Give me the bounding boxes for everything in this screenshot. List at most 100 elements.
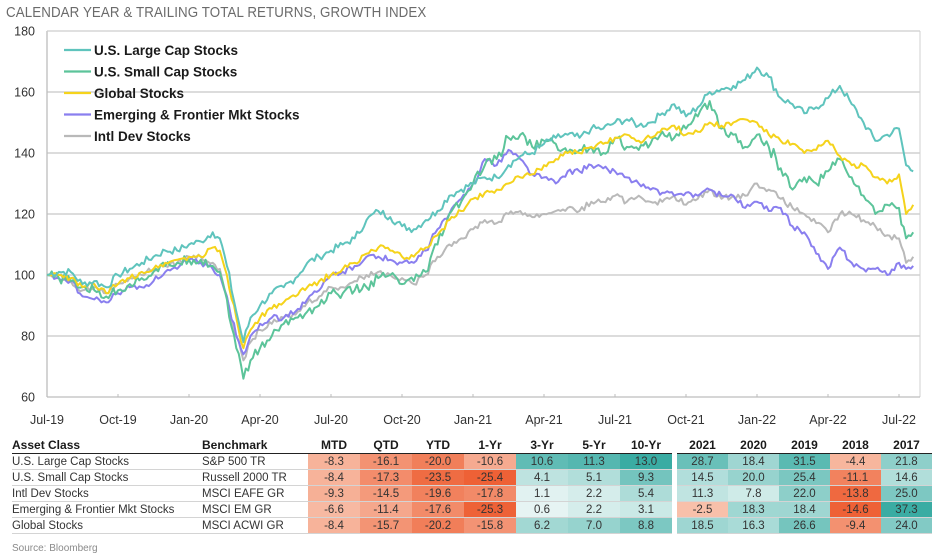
- y-tick-label: 180: [14, 25, 35, 39]
- return-cell-2021: 11.3: [677, 485, 728, 502]
- header-10-yr: 10-Yr: [620, 437, 672, 454]
- table-row: Intl Dev Stocks MSCI EAFE GR -9.3 -14.5 -19.…: [12, 485, 932, 502]
- return-cell-2021: 14.5: [677, 469, 728, 486]
- return-cell-qtd: -17.3: [360, 469, 412, 486]
- return-cell-2018: -13.8: [830, 485, 881, 502]
- return-cell-ytd: -17.6: [412, 501, 464, 518]
- return-cell-2018: -14.6: [830, 501, 881, 518]
- x-tick-labels: Jul-19 Oct-19 Jan-20 Apr-20 Jul-20 Oct-20 Jan-…: [30, 413, 916, 427]
- return-cell-10-yr: 9.3: [620, 469, 672, 486]
- x-tick-label: Jul-19: [30, 413, 64, 427]
- series-lines: [46, 66, 915, 380]
- return-cell-qtd: -16.1: [360, 453, 412, 470]
- return-cell-2020: 18.3: [728, 501, 779, 518]
- y-tick-label: 60: [21, 391, 35, 405]
- return-cell-1-yr: -15.8: [464, 517, 516, 534]
- benchmark-cell: S&P 500 TR: [202, 453, 308, 470]
- header-2018: 2018: [830, 437, 881, 454]
- header-1-yr: 1-Yr: [464, 437, 516, 454]
- legend-label: U.S. Small Cap Stocks: [94, 65, 237, 80]
- column-gap: [672, 517, 677, 534]
- return-cell-2017: 14.6: [881, 469, 932, 486]
- legend-label: Intl Dev Stocks: [94, 129, 191, 144]
- return-cell-5-yr: 2.2: [568, 501, 620, 518]
- header-2020: 2020: [728, 437, 779, 454]
- return-cell-5-yr: 2.2: [568, 485, 620, 502]
- return-cell-2020: 20.0: [728, 469, 779, 486]
- legend-label: U.S. Large Cap Stocks: [94, 43, 238, 58]
- return-cell-5-yr: 7.0: [568, 517, 620, 534]
- return-cell-2017: 24.0: [881, 517, 932, 534]
- return-cell-mtd: -8.3: [308, 453, 360, 470]
- chart-title: CALENDAR YEAR & TRAILING TOTAL RETURNS, …: [6, 5, 427, 21]
- table-header-row: Asset Class Benchmark MTD QTD YTD 1-Yr 3-Yr 5-Y…: [12, 437, 932, 454]
- return-cell-3-yr: 1.1: [516, 485, 568, 502]
- header-2021: 2021: [677, 437, 728, 454]
- table-body: U.S. Large Cap Stocks S&P 500 TR -8.3 -16.1…: [12, 453, 932, 534]
- header-qtd: QTD: [360, 437, 412, 454]
- y-tick-label: 120: [14, 208, 35, 222]
- benchmark-cell: MSCI EAFE GR: [202, 485, 308, 502]
- asset-class-cell: Intl Dev Stocks: [12, 485, 202, 502]
- benchmark-cell: MSCI EM GR: [202, 501, 308, 518]
- return-cell-mtd: -9.3: [308, 485, 360, 502]
- return-cell-2017: 21.8: [881, 453, 932, 470]
- x-tick-label: Apr-21: [525, 413, 563, 427]
- return-cell-2021: 18.5: [677, 517, 728, 534]
- y-tick-label: 160: [14, 86, 35, 100]
- return-cell-2018: -11.1: [830, 469, 881, 486]
- column-gap: [672, 485, 677, 502]
- return-cell-ytd: -23.5: [412, 469, 464, 486]
- return-cell-mtd: -8.4: [308, 517, 360, 534]
- header-asset-class: Asset Class: [12, 437, 202, 454]
- return-cell-2019: 26.6: [779, 517, 830, 534]
- return-cell-ytd: -20.0: [412, 453, 464, 470]
- return-cell-qtd: -14.5: [360, 485, 412, 502]
- return-cell-2017: 37.3: [881, 501, 932, 518]
- return-cell-2018: -4.4: [830, 453, 881, 470]
- legend-label: Emerging & Frontier Mkt Stocks: [94, 108, 300, 123]
- return-cell-2020: 7.8: [728, 485, 779, 502]
- return-cell-3-yr: 4.1: [516, 469, 568, 486]
- return-cell-2019: 31.5: [779, 453, 830, 470]
- asset-class-cell: U.S. Small Cap Stocks: [12, 469, 202, 486]
- table-row: U.S. Large Cap Stocks S&P 500 TR -8.3 -16.1…: [12, 453, 932, 470]
- return-cell-mtd: -6.6: [308, 501, 360, 518]
- return-cell-3-yr: 0.6: [516, 501, 568, 518]
- return-cell-1-yr: -10.6: [464, 453, 516, 470]
- header-5-yr: 5-Yr: [568, 437, 620, 454]
- column-gap: [672, 469, 677, 486]
- return-cell-1-yr: -25.3: [464, 501, 516, 518]
- return-cell-3-yr: 10.6: [516, 453, 568, 470]
- return-cell-5-yr: 11.3: [568, 453, 620, 470]
- table-row: Emerging & Frontier Mkt Stocks MSCI EM GR…: [12, 501, 932, 518]
- header-2019: 2019: [779, 437, 830, 454]
- x-tick-label: Jul-22: [882, 413, 916, 427]
- header-3-yr: 3-Yr: [516, 437, 568, 454]
- return-cell-1-yr: -17.8: [464, 485, 516, 502]
- legend: U.S. Large Cap Stocks U.S. Small Cap Stoc…: [64, 43, 300, 144]
- x-tick-label: Jul-20: [314, 413, 348, 427]
- y-tick-label: 100: [14, 269, 35, 283]
- y-tick-label: 80: [21, 330, 35, 344]
- return-cell-2020: 18.4: [728, 453, 779, 470]
- header-mtd: MTD: [308, 437, 360, 454]
- x-tick-label: Apr-20: [241, 413, 279, 427]
- return-cell-2019: 18.4: [779, 501, 830, 518]
- growth-index-chart: 60 80 100 120 140 160 180 Jul-19 Oct-19 Jan-20 Ap…: [14, 25, 921, 427]
- return-cell-qtd: -15.7: [360, 517, 412, 534]
- returns-table: Asset Class Benchmark MTD QTD YTD 1-Yr 3-Yr 5-Y…: [12, 437, 932, 534]
- column-gap: [672, 501, 677, 518]
- return-cell-10-yr: 8.8: [620, 517, 672, 534]
- benchmark-cell: MSCI ACWI GR: [202, 517, 308, 534]
- return-cell-10-yr: 13.0: [620, 453, 672, 470]
- return-cell-2021: -2.5: [677, 501, 728, 518]
- x-tick-label: Oct-20: [383, 413, 421, 427]
- x-tick-label: Oct-21: [667, 413, 705, 427]
- column-gap: [672, 437, 677, 454]
- table-row: Global Stocks MSCI ACWI GR -8.4 -15.7 -20.2-…: [12, 517, 932, 534]
- return-cell-mtd: -8.4: [308, 469, 360, 486]
- return-cell-10-yr: 5.4: [620, 485, 672, 502]
- source-note: Source: Bloomberg: [12, 543, 98, 554]
- asset-class-cell: U.S. Large Cap Stocks: [12, 453, 202, 470]
